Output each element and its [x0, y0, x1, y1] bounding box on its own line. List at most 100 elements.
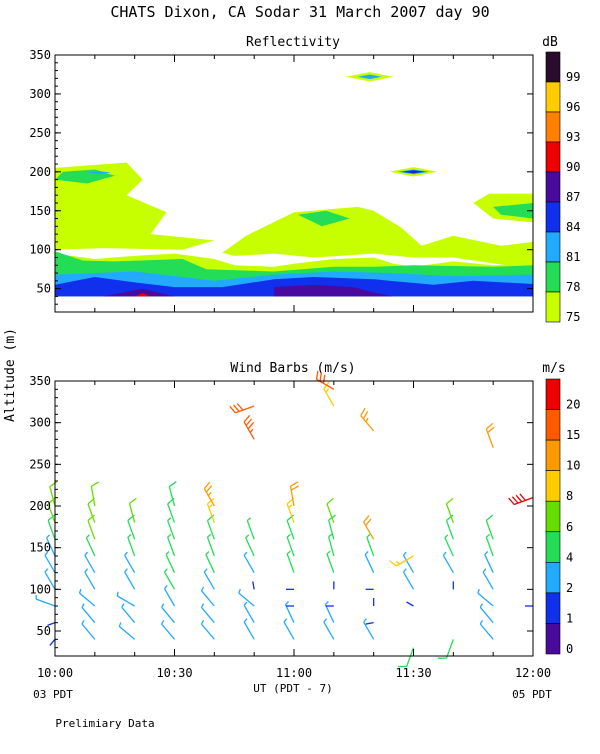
- y-tick-label: 350: [29, 48, 51, 62]
- wind-barb: [204, 569, 214, 590]
- wind-barb: [480, 604, 493, 623]
- colorbar-tick-label: 87: [566, 190, 580, 204]
- y-tick-label: 250: [29, 126, 51, 140]
- y-tick-label: 300: [29, 416, 51, 430]
- colorbar-swatch-2: [546, 562, 560, 593]
- x-tick-label: 11:30: [395, 666, 431, 680]
- colorbar-swatch-78: [546, 262, 560, 292]
- y-tick-label: 300: [29, 87, 51, 101]
- wind-barb: [125, 569, 135, 590]
- colorbar-swatch-75: [546, 292, 560, 322]
- colorbar-swatch-99: [546, 52, 560, 82]
- colorbar-swatch-84: [546, 202, 560, 232]
- wind-barb: [364, 619, 374, 640]
- colorbar-swatch-93: [546, 112, 560, 142]
- wind-barb: [117, 592, 134, 606]
- wind-barb: [509, 494, 533, 505]
- wind-barb: [478, 589, 493, 606]
- wind-barb: [438, 639, 453, 658]
- wind-barb: [230, 404, 254, 413]
- wind-barb: [119, 622, 134, 639]
- colorbar-tick-label: 15: [566, 428, 580, 442]
- colorbar-tick-label: 81: [566, 250, 580, 264]
- wind-barb: [404, 569, 414, 590]
- colorbar-tick-label: 2: [566, 581, 573, 595]
- colorbar-swatch-1: [546, 593, 560, 624]
- date-left-label: 03 PDT: [33, 688, 73, 701]
- wind-barb: [82, 604, 95, 623]
- reflectivity-contours: [55, 72, 533, 296]
- reflectivity-colorbar-label: dB: [542, 35, 558, 50]
- y-tick-label: 250: [29, 457, 51, 471]
- wind-barb: [201, 587, 214, 606]
- colorbar-swatch-0: [546, 623, 560, 654]
- wind-barb: [291, 482, 299, 506]
- wind-barbs: [36, 371, 533, 667]
- colorbar-tick-label: 78: [566, 280, 580, 294]
- x-tick-label: 11:00: [276, 666, 312, 680]
- colorbar-swatch-4: [546, 532, 560, 563]
- colorbar-tick-label: 75: [566, 310, 580, 324]
- preliminary-data-note: Prelimiary Data: [55, 717, 154, 730]
- y-tick-label: 100: [29, 582, 51, 596]
- reflectivity-title: Reflectivity: [246, 35, 340, 50]
- wind-colorbar-label: m/s: [542, 361, 565, 376]
- wind-barb-title: Wind Barbs (m/s): [230, 361, 355, 376]
- wind-barb: [162, 620, 175, 639]
- wind-barb: [201, 620, 214, 639]
- wind-barb: [165, 585, 175, 606]
- wind-barb: [244, 619, 254, 640]
- wind-barb: [480, 620, 493, 639]
- y-tick-label: 100: [29, 243, 51, 257]
- y-tick-label: 50: [37, 624, 51, 638]
- x-axis-label: UT (PDT - 7): [253, 682, 332, 695]
- colorbar-tick-label: 84: [566, 220, 580, 234]
- wind-barb: [483, 569, 493, 590]
- y-tick-label: 200: [29, 499, 51, 513]
- colorbar-swatch-90: [546, 142, 560, 172]
- wind-barb: [390, 556, 414, 566]
- wind-plot-frame: [55, 381, 533, 656]
- wind-barb: [407, 602, 414, 606]
- colorbar-swatch-10: [546, 440, 560, 471]
- wind-barb: [162, 604, 175, 623]
- colorbar-swatch-96: [546, 82, 560, 112]
- wind-barb: [365, 551, 373, 572]
- colorbar-tick-label: 0: [566, 642, 573, 656]
- wind-barb: [324, 619, 334, 640]
- wind-barb: [50, 639, 55, 645]
- wind-barb: [85, 569, 95, 590]
- wind-barb: [486, 423, 494, 447]
- wind-barb: [201, 604, 214, 623]
- colorbar-swatch-15: [546, 410, 560, 441]
- colorbar-tick-label: 96: [566, 100, 580, 114]
- colorbar-swatch-8: [546, 471, 560, 502]
- y-tick-label: 350: [29, 374, 51, 388]
- y-tick-label: 150: [29, 204, 51, 218]
- colorbar-tick-label: 99: [566, 70, 580, 84]
- colorbar-tick-label: 20: [566, 398, 580, 412]
- wind-barb: [91, 482, 98, 506]
- colorbar-swatch-6: [546, 501, 560, 532]
- wind-barb: [36, 595, 55, 606]
- x-tick-label: 12:00: [515, 666, 551, 680]
- colorbar-tick-label: 93: [566, 130, 580, 144]
- wind-barb: [244, 415, 254, 439]
- wind-barb: [82, 620, 95, 639]
- date-right-label: 05 PDT: [512, 688, 552, 701]
- colorbar-swatch-81: [546, 232, 560, 262]
- wind-barb: [324, 382, 334, 406]
- colorbar-tick-label: 4: [566, 550, 573, 564]
- colorbar-tick-label: 8: [566, 489, 573, 503]
- colorbar-tick-label: 1: [566, 611, 573, 625]
- wind-barb: [253, 581, 254, 589]
- figure-title: CHATS Dixon, CA Sodar 31 March 2007 day …: [110, 3, 489, 21]
- wind-barb: [443, 552, 453, 573]
- wind-barb: [80, 589, 95, 606]
- y-tick-label: 200: [29, 165, 51, 179]
